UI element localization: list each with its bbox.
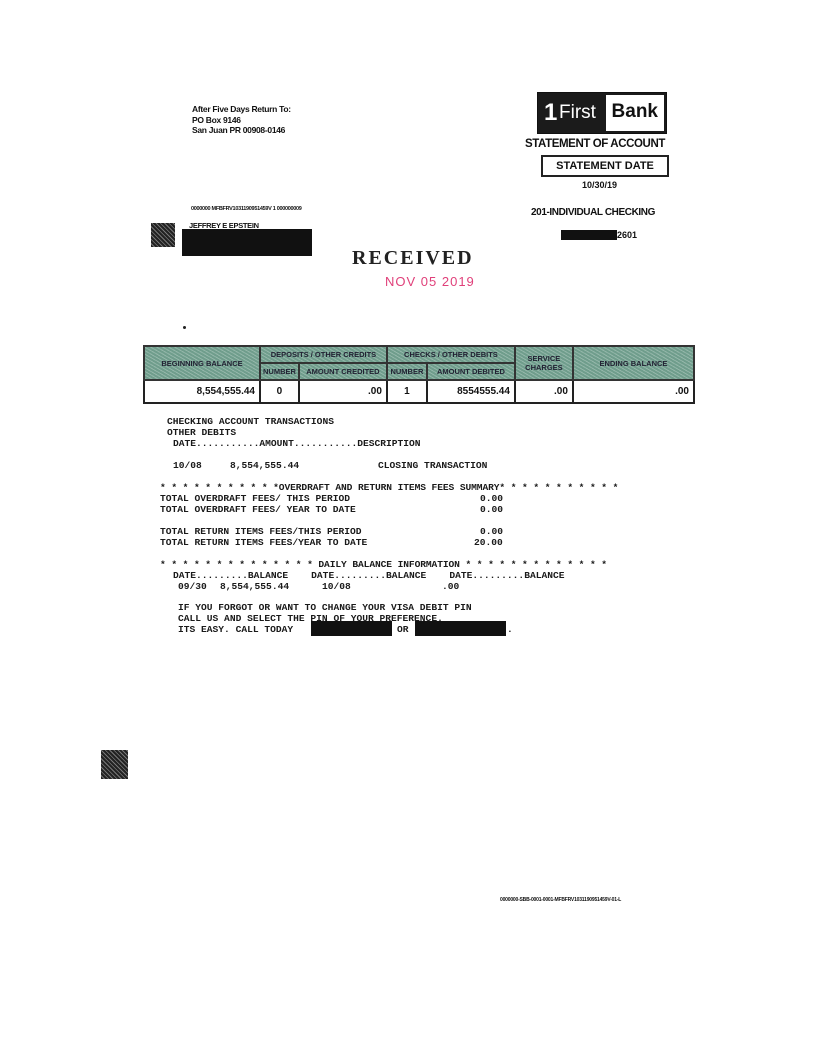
statement-title: STATEMENT OF ACCOUNT — [525, 138, 665, 150]
account-suffix: 2601 — [617, 230, 638, 240]
redacted-phone — [415, 621, 506, 636]
transaction-description: CLOSING TRANSACTION — [378, 460, 488, 471]
redacted-address — [182, 229, 312, 256]
redacted-account-number — [561, 230, 617, 240]
header-checks-number: NUMBER — [385, 362, 428, 381]
beginning-balance: 8,554,555.44 — [143, 379, 261, 404]
ending-balance: .00 — [571, 379, 696, 404]
fees-header: * * * * * * * * * * *OVERDRAFT AND RETUR… — [160, 482, 619, 493]
message-line: IF YOU FORGOT OR WANT TO CHANGE YOUR VIS… — [178, 602, 472, 613]
deposits-number: 0 — [259, 379, 300, 404]
statement-date: 10/30/19 — [582, 180, 618, 190]
daily-date: 09/30 — [178, 581, 207, 592]
daily-balance-columns: DATE.........BALANCE DATE.........BALANC… — [173, 570, 565, 581]
transactions-title: CHECKING ACCOUNT TRANSACTIONS — [167, 416, 334, 427]
barcode-icon — [101, 750, 128, 779]
speck — [183, 326, 186, 329]
return-address: After Five Days Return To: PO Box 9146 San… — [192, 104, 291, 136]
statement-date-label: STATEMENT DATE — [541, 155, 669, 177]
header-amount-credited: AMOUNT CREDITED — [297, 362, 388, 381]
redacted-phone — [311, 621, 392, 636]
daily-balance-header: * * * * * * * * * * * * * * DAILY BALANC… — [160, 559, 607, 570]
transaction-date: 10/08 — [173, 460, 202, 471]
return-address-line: San Juan PR 00908-0146 — [192, 125, 286, 135]
message-or: OR — [397, 624, 409, 635]
checks-number: 1 — [385, 379, 428, 404]
summary-row: 8,554,555.44 0 .00 1 8554555.44 .00 .00 — [143, 379, 696, 404]
transactions-columns: DATE...........AMOUNT...........DESCRIPT… — [173, 438, 421, 449]
header-beginning-balance: BEGINNING BALANCE — [143, 345, 261, 381]
header-amount-debited: AMOUNT DEBITED — [425, 362, 516, 381]
header-deposits-number: NUMBER — [259, 362, 300, 381]
logo-first: First — [559, 102, 596, 123]
transaction-amount: 8,554,555.44 — [230, 460, 300, 471]
return-address-line: PO Box 9146 — [192, 114, 241, 125]
account-summary-table: BEGINNING BALANCE DEPOSITS / OTHER CREDI… — [143, 345, 696, 404]
daily-date: 10/08 — [322, 581, 351, 592]
fee-label: TOTAL RETURN ITEMS FEES/YEAR TO DATE — [160, 537, 368, 548]
fee-value: 0.00 — [480, 493, 504, 504]
header-ending-balance: ENDING BALANCE — [571, 345, 696, 381]
amount-credited: .00 — [297, 379, 388, 404]
received-stamp: RECEIVED — [352, 247, 474, 269]
header-deposits: DEPOSITS / OTHER CREDITS — [259, 345, 388, 364]
customer-name: JEFFREY E EPSTEIN — [189, 221, 259, 230]
fee-label: TOTAL OVERDRAFT FEES/ THIS PERIOD — [160, 493, 350, 504]
fee-value: 20.00 — [474, 537, 503, 548]
message-line: ITS EASY. CALL TODAY — [178, 624, 294, 635]
return-address-line: After Five Days Return To: — [192, 104, 291, 114]
logo-bank: Bank — [611, 101, 658, 122]
received-stamp-date: NOV 05 2019 — [385, 274, 475, 289]
fee-label: TOTAL RETURN ITEMS FEES/THIS PERIOD — [160, 526, 362, 537]
message-line: CALL US AND SELECT THE PIN OF YOUR PREFE… — [178, 613, 443, 624]
mailing-code: 0000000 MFBFRV1031190951459V 1 000000009 — [191, 206, 302, 212]
service-charges: .00 — [513, 379, 574, 404]
daily-balance: .00 — [442, 581, 460, 592]
footer-code: 0000000-SBB-0001-0001-MFBFRV103119095145… — [500, 897, 622, 903]
daily-balance: 8,554,555.44 — [220, 581, 290, 592]
fee-value: 0.00 — [480, 526, 504, 537]
barcode-icon — [151, 223, 175, 247]
header-service-charges: SERVICE CHARGES — [513, 345, 574, 381]
amount-debited: 8554555.44 — [425, 379, 516, 404]
first-bank-logo: 1 First Bank — [537, 92, 667, 134]
header-checks: CHECKS / OTHER DEBITS — [385, 345, 516, 364]
account-type: 201-INDIVIDUAL CHECKING — [531, 207, 655, 218]
transactions-subtitle: OTHER DEBITS — [167, 427, 237, 438]
fee-value: 0.00 — [480, 504, 504, 515]
fee-label: TOTAL OVERDRAFT FEES/ YEAR TO DATE — [160, 504, 356, 515]
message-end: . — [507, 624, 513, 635]
logo-number: 1 — [544, 99, 558, 126]
